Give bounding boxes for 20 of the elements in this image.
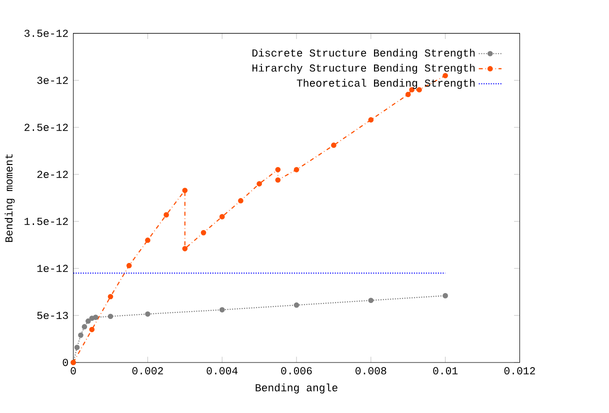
legend-label: Discrete Structure Bending Strength [252,48,475,59]
y-tick-label: 2e-12 [37,170,68,178]
y-tick-label: 3e-12 [37,76,68,84]
y-tick-label: 0 [62,358,68,366]
x-tick-label: 0.012 [504,367,535,374]
x-tick-label: 0 [70,367,76,374]
legend-label: Hirarchy Structure Bending Strength [252,64,475,74]
x-tick-label: 0.01 [433,367,458,374]
y-tick-label: 5e-13 [37,312,68,320]
x-axis-title: Bending angle [256,383,338,394]
y-tick-label: 3.5e-12 [24,30,68,37]
legend-label: Theoretical Bending Strength [296,78,475,89]
x-tick-label: 0.002 [132,367,163,374]
x-tick-label: 0.006 [281,367,312,374]
y-axis-title: Bending moment [4,154,15,242]
x-tick-label: 0.008 [356,367,386,374]
y-tick-label: 1e-12 [37,264,68,272]
y-tick-label: 1.5e-12 [24,218,68,225]
x-tick-label: 0.004 [206,367,238,374]
y-tick-label: 2.5e-12 [24,124,68,131]
